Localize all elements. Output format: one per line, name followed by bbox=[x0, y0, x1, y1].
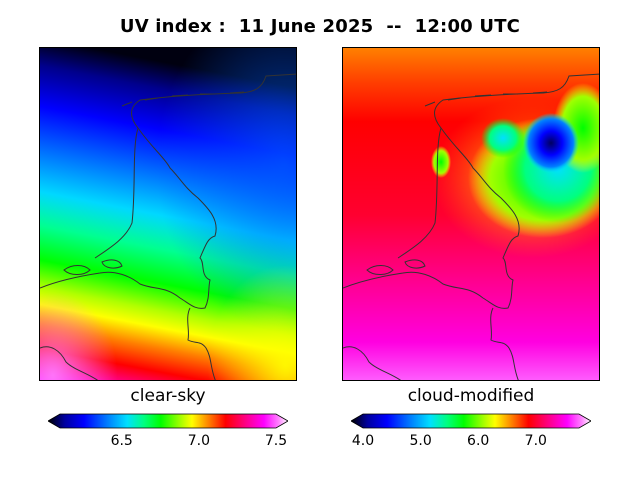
clear-sky-label: clear-sky bbox=[130, 386, 206, 406]
cloud-modified-colorbar bbox=[351, 413, 591, 429]
clear-sky-map bbox=[39, 47, 297, 381]
cloud-modified-tick-label: 4.0 bbox=[351, 433, 375, 449]
figure-title: UV index : 11 June 2025 -- 12:00 UTC bbox=[119, 16, 521, 37]
cloud-modified-field bbox=[343, 48, 599, 380]
clear-sky-tick-label: 7.5 bbox=[264, 433, 288, 449]
clear-sky-colorbar bbox=[48, 413, 288, 429]
cloud-modified-tick-label: 5.0 bbox=[409, 433, 432, 449]
clear-sky-tick-label: 6.5 bbox=[110, 433, 133, 449]
coastline bbox=[40, 73, 296, 380]
cloud-modified-tick-label: 7.0 bbox=[524, 433, 547, 449]
cloud-modified-label: cloud-modified bbox=[407, 386, 535, 406]
clear-sky-tick-label: 7.0 bbox=[187, 433, 210, 449]
clear-sky-field bbox=[40, 48, 296, 380]
cloud-modified-tick-label: 6.0 bbox=[467, 433, 490, 449]
coastline bbox=[343, 73, 599, 380]
cloud-modified-map bbox=[342, 47, 600, 381]
